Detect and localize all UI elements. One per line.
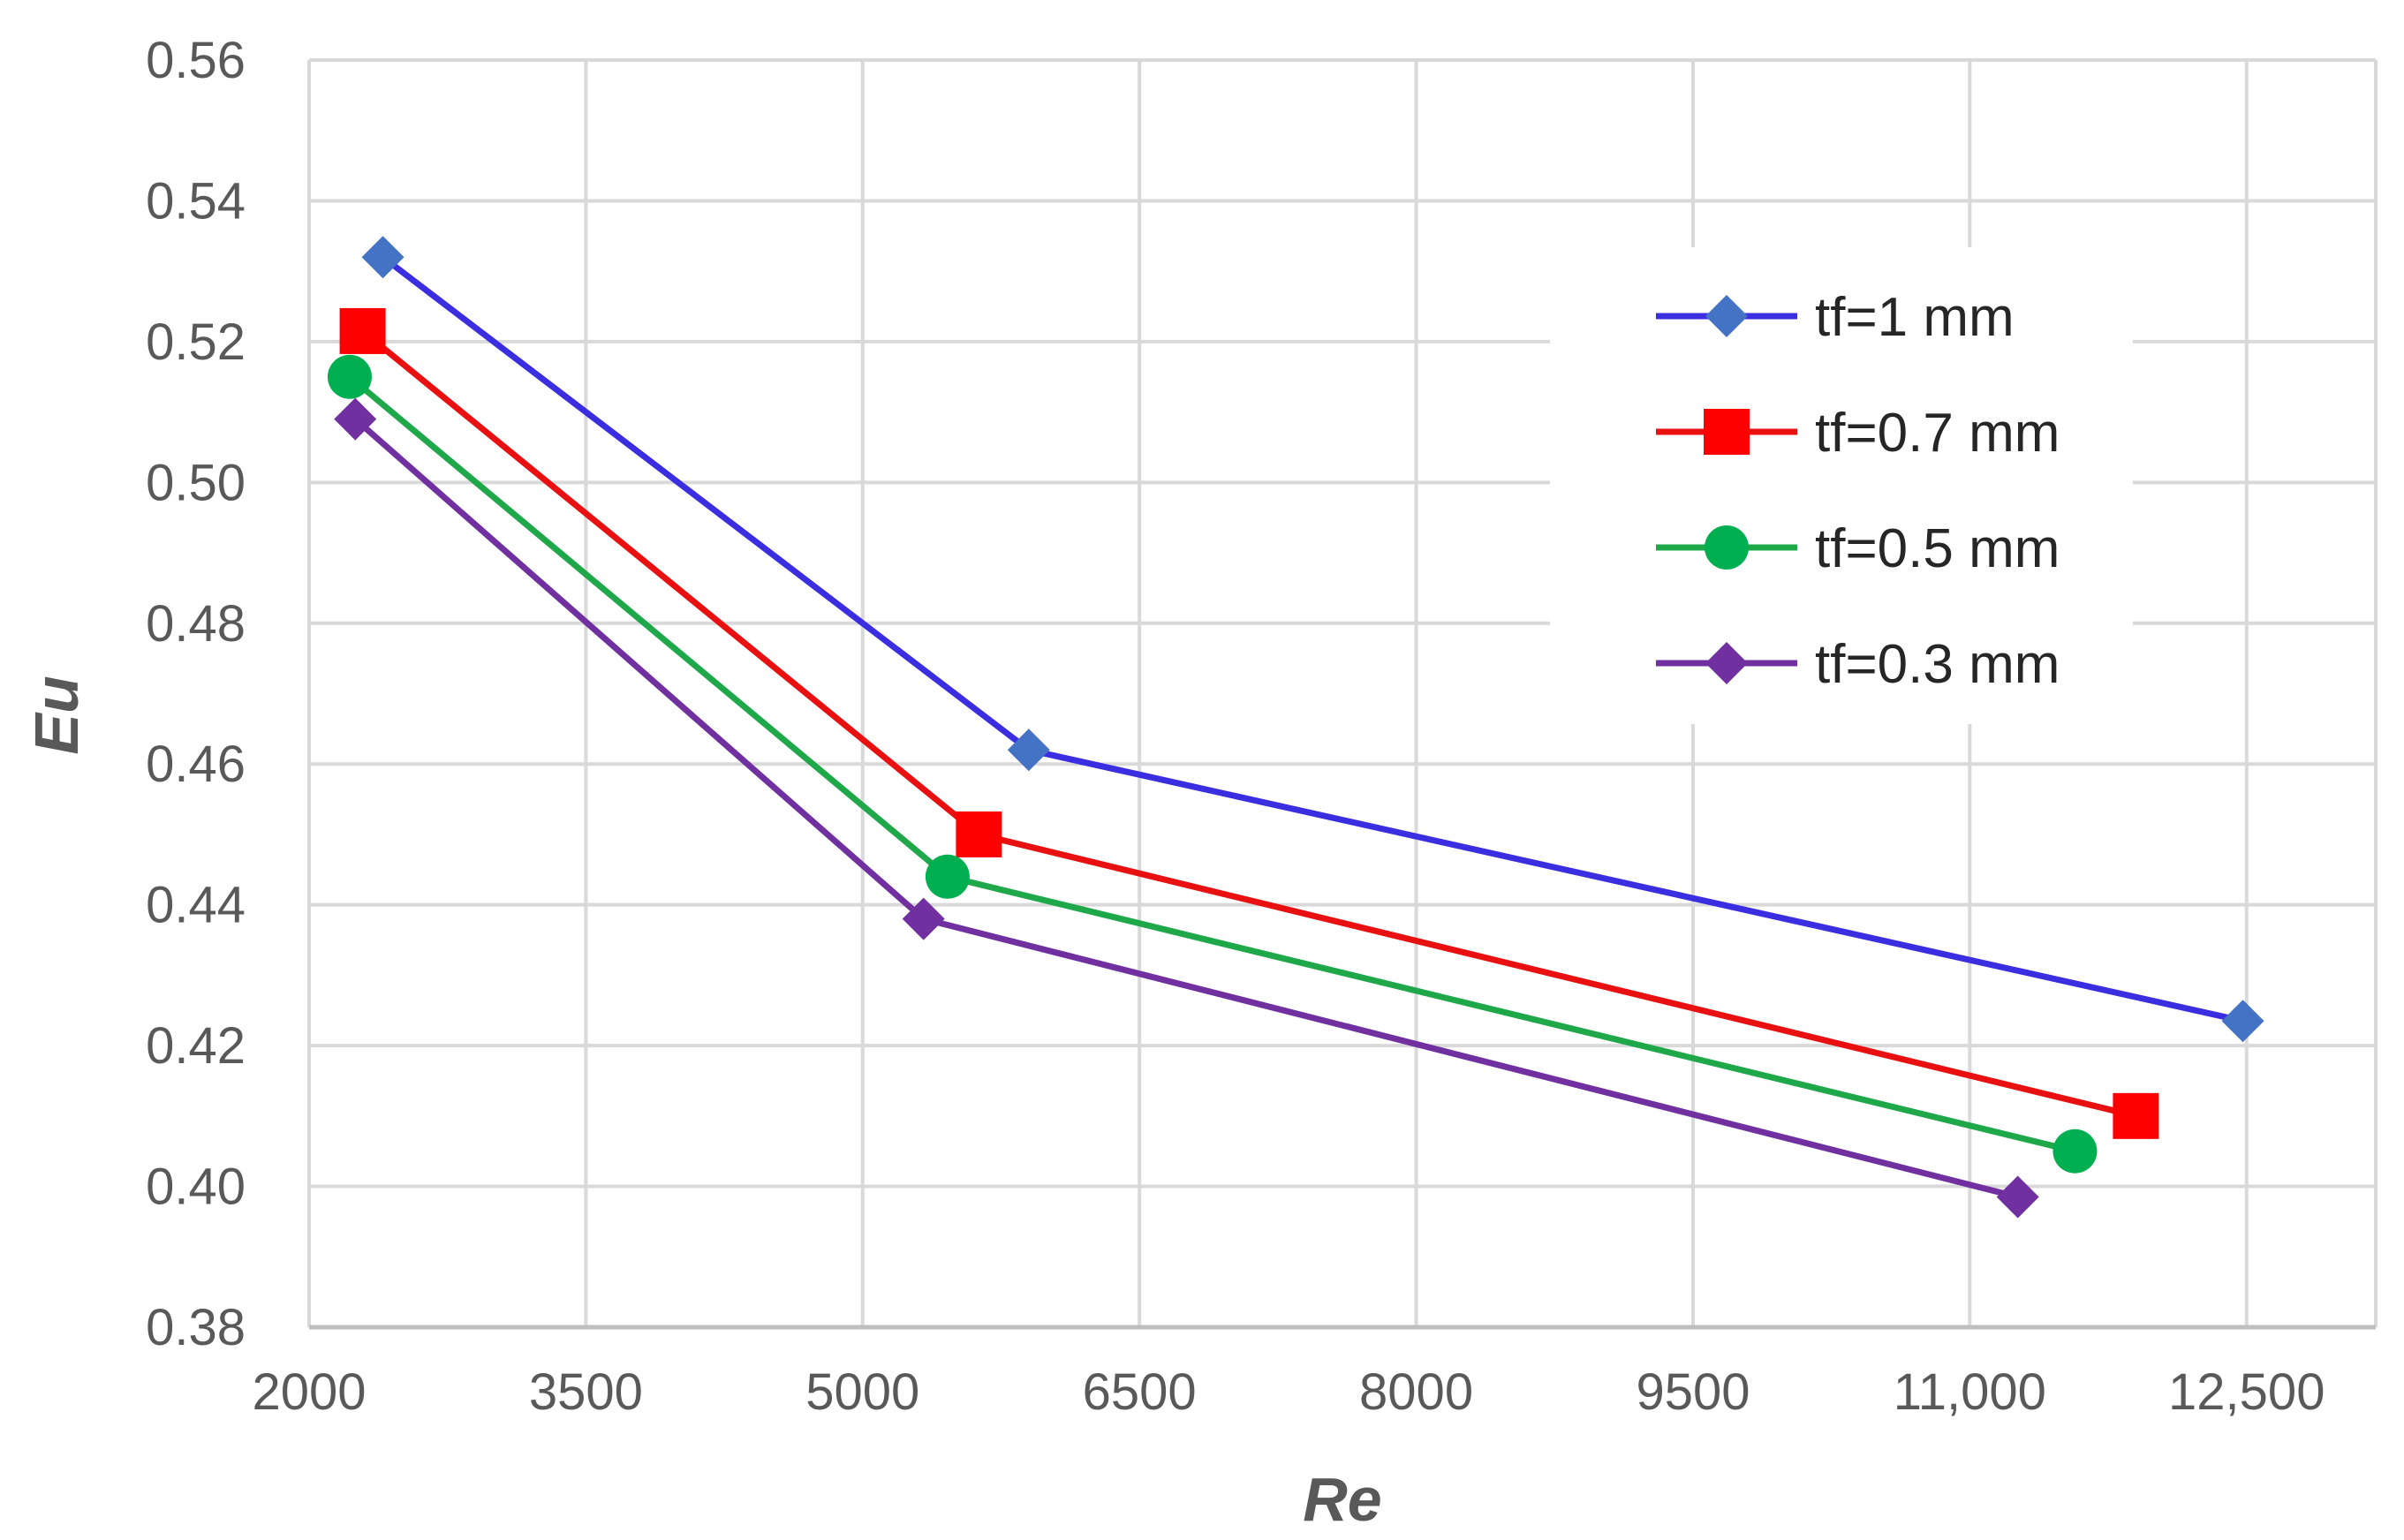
y-tick-label: 0.56: [146, 32, 246, 89]
data-point: [361, 236, 404, 279]
legend-swatch-marker: [1705, 642, 1748, 684]
series-4: [334, 397, 2039, 1219]
x-tick-label: 12,500: [2168, 1363, 2325, 1421]
data-point: [2113, 1092, 2159, 1139]
series-2: [339, 307, 2159, 1139]
legend-box: [1550, 247, 2133, 724]
axes: 0.38 0.40 0.42 0.44 0.46 0.48 0.50 0.52 0.54 0.56…: [146, 32, 2376, 1421]
legend-label: tf=0.3 mm: [1815, 634, 2060, 695]
data-point: [2052, 1129, 2098, 1174]
series-group: [327, 236, 2264, 1219]
data-point: [2221, 1000, 2264, 1043]
data-point: [925, 854, 970, 899]
y-tick-label: 0.50: [146, 454, 246, 511]
legend-item: tf=1 mm: [1656, 287, 2015, 348]
x-tick-label: 11,000: [1894, 1363, 2046, 1421]
data-point: [1007, 728, 1050, 772]
legend-item: tf=0.7 mm: [1656, 403, 2060, 464]
series-1: [361, 236, 2264, 1043]
grid: [307, 58, 2378, 1327]
x-tick-label: 6500: [1083, 1363, 1197, 1421]
y-tick-label: 0.54: [146, 172, 246, 230]
legend-item: tf=0.5 mm: [1656, 518, 2060, 579]
y-axis-title: Eu: [22, 676, 91, 754]
x-tick-label: 5000: [805, 1363, 919, 1421]
y-tick-label: 0.52: [146, 313, 246, 371]
y-tick-label: 0.42: [146, 1017, 246, 1075]
legend-label: tf=0.7 mm: [1815, 403, 2060, 464]
y-tick-label: 0.46: [146, 736, 246, 793]
legend-item: tf=0.3 mm: [1656, 634, 2060, 695]
data-point: [1996, 1175, 2039, 1219]
y-tick-label: 0.48: [146, 595, 246, 653]
data-point: [956, 811, 1002, 857]
data-point: [334, 397, 377, 441]
x-axis-title: Re: [1303, 1465, 1381, 1534]
data-point: [902, 897, 945, 940]
legend-swatch-marker: [1705, 525, 1749, 570]
x-tick-label: 3500: [529, 1363, 643, 1421]
data-point: [339, 307, 386, 354]
legend-label: tf=1 mm: [1815, 287, 2015, 348]
legend-label: tf=0.5 mm: [1815, 518, 2060, 579]
series-3: [327, 354, 2098, 1174]
x-tick-label: 9500: [1636, 1363, 1750, 1421]
legend: tf=1 mm tf=0.7 mm tf=0.5 mm tf=0.3 mm: [1550, 247, 2133, 724]
data-point: [327, 354, 372, 399]
y-tick-label: 0.40: [146, 1159, 246, 1216]
x-tick-label: 8000: [1359, 1363, 1473, 1421]
legend-swatch-marker: [1705, 295, 1748, 337]
y-tick-label: 0.38: [146, 1299, 246, 1356]
legend-swatch-marker: [1704, 409, 1750, 455]
y-tick-label: 0.44: [146, 877, 246, 934]
x-tick-label: 2000: [252, 1363, 366, 1421]
